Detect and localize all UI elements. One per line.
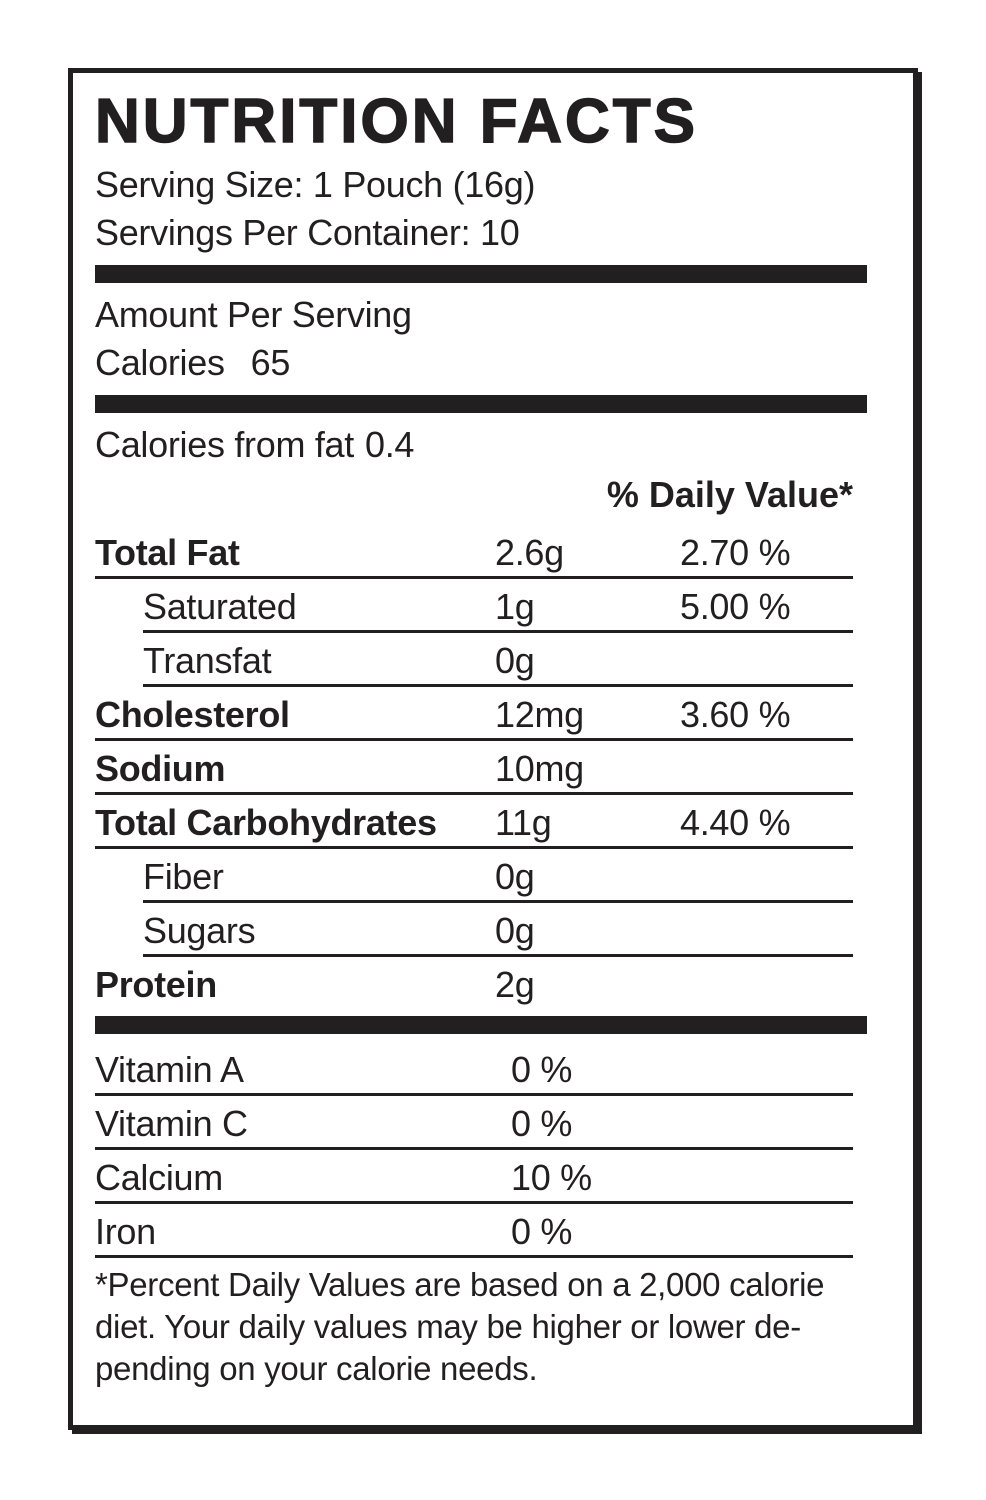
- nutrient-row-sodium: Sodium 10mg: [95, 741, 853, 795]
- footnote-line: *Percent Daily Values are based on a 2,0…: [95, 1266, 825, 1303]
- nutrient-row-saturated: Saturated 1g 5.00 %: [143, 579, 853, 633]
- nutrient-daily-value: 4.40 %: [680, 802, 791, 843]
- nutrient-daily-value: [680, 749, 853, 789]
- label-title: NUTRITION FACTS: [94, 87, 698, 156]
- nutrient-name: Total Fat: [95, 532, 240, 573]
- nutrient-name: Sugars: [143, 910, 256, 951]
- separator-bar: [95, 265, 867, 283]
- nutrient-amount: 10mg: [495, 748, 584, 789]
- nutrient-row-transfat: Transfat 0g: [143, 633, 853, 687]
- calories-from-fat-row: Calories from fat 0.4: [95, 421, 913, 469]
- nutrient-name: Fiber: [143, 856, 224, 897]
- nutrient-row-total-fat: Total Fat 2.6g 2.70 %: [95, 525, 853, 579]
- nutrient-daily-value: 2.70 %: [680, 532, 791, 573]
- calories-value: 65: [250, 342, 291, 383]
- nutrition-facts-label: NUTRITION FACTS Serving Size: 1 Pouch (1…: [68, 68, 918, 1430]
- nutrient-name: Cholesterol: [95, 694, 290, 735]
- micronutrient-name: Calcium: [95, 1157, 223, 1198]
- serving-size: Serving Size: 1 Pouch (16g): [95, 164, 536, 205]
- micronutrient-value: 0 %: [511, 1103, 573, 1144]
- nutrient-daily-value: [680, 965, 853, 1005]
- nutrient-amount: 2.6g: [495, 532, 564, 573]
- amount-per-serving: Amount Per Serving: [95, 294, 412, 335]
- separator-bar: [95, 395, 867, 413]
- nutrient-amount: 11g: [495, 802, 552, 843]
- nutrient-row-sugars: Sugars 0g: [143, 903, 853, 957]
- nutrient-daily-value: [680, 857, 853, 897]
- micronutrient-row-calcium: Calcium 10 %: [95, 1150, 853, 1204]
- separator-bar: [95, 1016, 867, 1034]
- micronutrient-name: Iron: [95, 1211, 156, 1252]
- footnote: *Percent Daily Values are based on a 2,0…: [95, 1264, 913, 1390]
- nutrient-daily-value: [680, 911, 853, 951]
- nutrient-daily-value: [680, 641, 853, 681]
- nutrient-amount: 1g: [495, 586, 535, 627]
- footnote-line: pending on your calorie needs.: [95, 1350, 538, 1387]
- nutrient-amount: 0g: [495, 856, 535, 897]
- nutrient-name: Protein: [95, 964, 217, 1005]
- micronutrient-name: Vitamin C: [95, 1103, 248, 1144]
- nutrient-amount: 0g: [495, 910, 535, 951]
- calories-from-fat-value: 0.4: [364, 424, 415, 465]
- nutrient-row-protein: Protein 2g: [95, 957, 853, 1008]
- micronutrient-value: 0 %: [511, 1211, 573, 1252]
- nutrient-row-fiber: Fiber 0g: [143, 849, 853, 903]
- nutrient-daily-value: 5.00 %: [680, 586, 791, 627]
- daily-value-header: % Daily Value*: [606, 474, 853, 515]
- nutrient-name: Transfat: [143, 640, 272, 681]
- nutrient-amount: 2g: [495, 964, 535, 1005]
- footnote-line: diet. Your daily values may be higher or…: [95, 1308, 801, 1345]
- nutrient-row-total-carbohydrates: Total Carbohydrates 11g 4.40 %: [95, 795, 853, 849]
- calories-label: Calories: [95, 342, 225, 383]
- micronutrient-name: Vitamin A: [95, 1049, 244, 1090]
- servings-per-container: Servings Per Container: 10: [95, 212, 520, 253]
- calories-from-fat-label: Calories from fat: [95, 424, 354, 465]
- nutrient-name: Saturated: [143, 586, 297, 627]
- nutrient-amount: 0g: [495, 640, 535, 681]
- nutrient-name: Sodium: [95, 748, 226, 789]
- nutrient-row-cholesterol: Cholesterol 12mg 3.60 %: [95, 687, 853, 741]
- micronutrient-value: 0 %: [511, 1049, 573, 1090]
- calories-row: Calories 65: [95, 339, 913, 387]
- micronutrient-row-vitamin-c: Vitamin C 0 %: [95, 1096, 853, 1150]
- micronutrient-row-vitamin-a: Vitamin A 0 %: [95, 1042, 853, 1096]
- nutrient-name: Total Carbohydrates: [95, 802, 437, 843]
- nutrient-daily-value: 3.60 %: [680, 694, 791, 735]
- nutrient-amount: 12mg: [495, 694, 584, 735]
- micronutrient-row-iron: Iron 0 %: [95, 1204, 853, 1258]
- micronutrient-value: 10 %: [511, 1157, 592, 1198]
